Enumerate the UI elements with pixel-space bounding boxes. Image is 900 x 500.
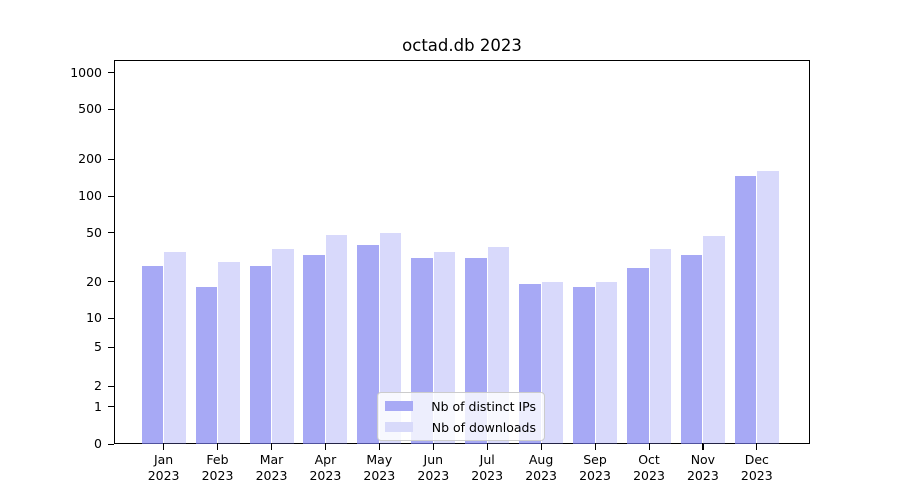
legend-swatch-distinct-ips — [385, 401, 413, 411]
x-tick-mark-feb — [217, 444, 219, 450]
legend-label-downloads: Nb of downloads — [431, 419, 536, 435]
bar-oct-downloads — [649, 248, 671, 444]
bar-may-downloads — [379, 232, 402, 444]
x-axis-label-dec: Dec 2023 — [740, 452, 773, 483]
y-tick-mark-2 — [108, 385, 114, 387]
bar-mar-downloads — [272, 248, 294, 444]
legend-label-distinct-ips: Nb of distinct IPs — [431, 398, 536, 414]
x-tick-mark-mar — [271, 444, 273, 450]
legend-item-distinct-ips: Nb of distinct IPs — [385, 397, 536, 415]
y-tick-mark-5 — [108, 346, 114, 348]
x-axis-label-sep: Sep 2023 — [579, 452, 611, 483]
y-tick-mark-100 — [108, 195, 114, 197]
x-tick-mark-jun — [432, 444, 434, 450]
y-axis-tick-label-0: 0 — [94, 436, 102, 451]
y-axis-tick-label-5: 5 — [94, 339, 102, 355]
bar-nov-distinct-ips — [680, 254, 703, 444]
x-axis-label-jun: Jun 2023 — [417, 452, 450, 483]
bar-sep-distinct-ips — [573, 287, 595, 444]
bar-aug-downloads — [541, 281, 564, 444]
x-tick-mark-may — [378, 444, 380, 450]
y-axis-tick-label-20: 20 — [86, 273, 102, 289]
x-axis-label-mar: Mar 2023 — [255, 452, 288, 483]
y-tick-mark-1000 — [108, 72, 114, 74]
y-axis-tick-label-1000: 1000 — [70, 64, 102, 80]
x-axis-label-jul: Jul 2023 — [471, 452, 504, 483]
y-tick-mark-500 — [108, 108, 114, 110]
x-tick-mark-oct — [648, 444, 650, 450]
legend: Nb of distinct IPs Nb of downloads — [377, 392, 545, 441]
x-tick-mark-dec — [756, 444, 758, 450]
y-axis-tick-label-100: 100 — [78, 188, 102, 203]
bar-apr-downloads — [325, 234, 348, 444]
x-axis-label-aug: Aug 2023 — [525, 452, 557, 483]
y-axis-tick-label-2: 2 — [94, 378, 102, 393]
x-tick-mark-aug — [540, 444, 542, 450]
x-tick-mark-jan — [163, 444, 165, 450]
bar-nov-downloads — [703, 236, 725, 444]
x-axis-label-jan: Jan 2023 — [147, 452, 180, 483]
y-axis-tick-label-50: 50 — [86, 224, 102, 240]
legend-swatch-downloads — [385, 422, 413, 432]
x-axis-label-apr: Apr 2023 — [309, 452, 342, 483]
bar-may-distinct-ips — [357, 244, 379, 444]
chart-title: octad.db 2023 — [402, 36, 522, 55]
x-axis-label-feb: Feb 2023 — [201, 452, 234, 483]
x-axis-label-oct: Oct 2023 — [633, 452, 665, 483]
bar-feb-downloads — [218, 261, 240, 444]
y-tick-mark-50 — [108, 232, 114, 234]
x-axis-label-may: May 2023 — [363, 452, 396, 483]
x-axis-label-nov: Nov 2023 — [686, 452, 719, 483]
y-tick-mark-10 — [108, 317, 114, 319]
bar-jan-distinct-ips — [141, 265, 164, 444]
x-tick-mark-nov — [702, 444, 704, 450]
bar-sep-downloads — [595, 281, 617, 444]
y-axis-tick-label-1: 1 — [94, 398, 102, 414]
y-tick-mark-200 — [108, 158, 114, 160]
x-tick-mark-apr — [324, 444, 327, 450]
y-axis-tick-label-500: 500 — [78, 101, 102, 117]
y-tick-mark-20 — [108, 281, 114, 283]
y-tick-mark-0 — [108, 443, 114, 445]
bar-apr-distinct-ips — [303, 254, 325, 444]
bar-jan-downloads — [164, 251, 186, 444]
bar-dec-distinct-ips — [734, 176, 757, 444]
bar-mar-distinct-ips — [249, 265, 271, 444]
x-tick-mark-jul — [486, 444, 488, 450]
bar-oct-distinct-ips — [627, 267, 649, 444]
bar-feb-distinct-ips — [195, 287, 217, 444]
y-axis-tick-label-200: 200 — [78, 151, 102, 167]
x-tick-mark-sep — [594, 444, 596, 450]
y-axis-tick-label-10: 10 — [86, 310, 102, 326]
y-tick-mark-1 — [108, 406, 114, 408]
legend-item-downloads: Nb of downloads — [385, 418, 536, 436]
bar-dec-downloads — [757, 171, 779, 444]
